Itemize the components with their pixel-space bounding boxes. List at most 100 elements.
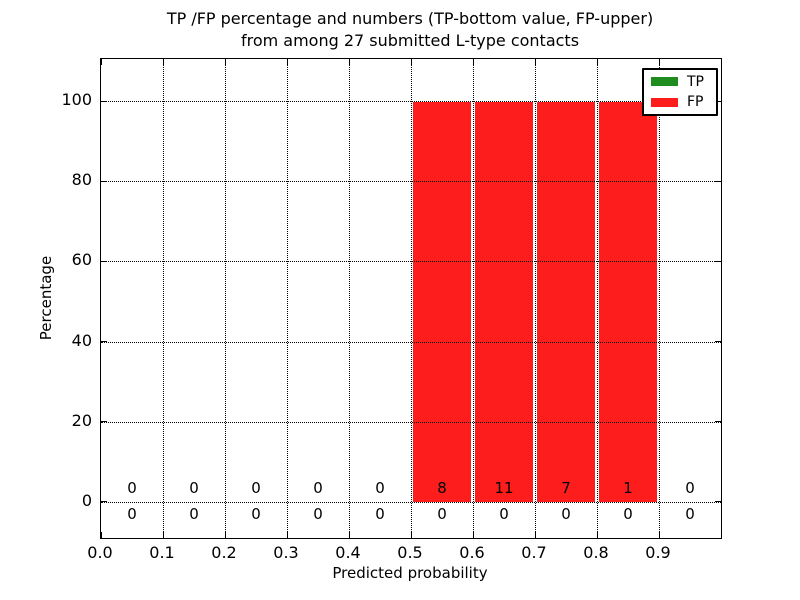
- count-label-tp: 0: [313, 504, 323, 523]
- plot-area: TP FP 0 0 0 0 0 0 0 0 0 0 0 0 0 0 0 8 11 7 1 0: [100, 58, 722, 539]
- x-tick-label: 0.1: [149, 543, 175, 562]
- x-tick-mark: [348, 59, 350, 65]
- gridline-x: [658, 59, 660, 538]
- legend-item-tp: TP: [644, 73, 716, 91]
- count-label-tp: 0: [437, 504, 447, 523]
- y-tick-mark: [715, 501, 721, 503]
- x-tick-mark: [162, 59, 164, 65]
- gridline-y: [101, 421, 721, 423]
- x-tick-mark: [100, 532, 102, 538]
- count-label-fp: 0: [127, 478, 137, 497]
- gridline-x: [348, 59, 350, 538]
- y-tick-mark: [101, 180, 107, 182]
- x-tick-label: 0.0: [87, 543, 113, 562]
- y-tick-mark: [101, 501, 107, 503]
- tp-swatch-icon: [651, 77, 678, 87]
- x-tick-label: 0.5: [397, 543, 423, 562]
- count-label-fp: 11: [494, 478, 514, 497]
- gridline-y: [101, 181, 721, 183]
- x-tick-mark: [596, 532, 598, 538]
- gridline-x: [410, 59, 412, 538]
- gridline-x: [162, 59, 164, 538]
- legend-label-tp: TP: [687, 73, 704, 90]
- x-tick-mark: [596, 59, 598, 65]
- fp-bar: [473, 101, 535, 502]
- x-axis-label: Predicted probability: [332, 564, 488, 582]
- y-tick-mark: [715, 421, 721, 423]
- x-tick-mark: [286, 532, 288, 538]
- count-label-tp: 0: [623, 504, 633, 523]
- legend-label-fp: FP: [687, 94, 704, 111]
- x-tick-label: 0.9: [645, 543, 671, 562]
- count-label-tp: 0: [561, 504, 571, 523]
- x-tick-mark: [658, 532, 660, 538]
- gridline-x: [472, 59, 474, 538]
- y-tick-label: 20: [71, 410, 92, 430]
- y-tick-mark: [715, 341, 721, 343]
- x-tick-mark: [348, 532, 350, 538]
- y-tick-mark: [101, 260, 107, 262]
- y-tick-label: 60: [71, 250, 92, 270]
- fp-bar: [597, 101, 659, 502]
- y-tick-label: 0: [81, 490, 92, 510]
- x-tick-label: 0.6: [459, 543, 485, 562]
- y-tick-mark: [715, 260, 721, 262]
- gridline-y: [101, 501, 721, 503]
- y-tick-mark: [101, 421, 107, 423]
- fp-bar: [535, 101, 597, 502]
- fp-swatch-icon: [651, 97, 678, 107]
- x-tick-mark: [224, 59, 226, 65]
- x-tick-mark: [100, 59, 102, 65]
- chart-title-line1: TP /FP percentage and numbers (TP-bottom…: [166, 9, 654, 28]
- y-axis-label: Percentage: [37, 255, 55, 341]
- count-label-fp: 0: [313, 478, 323, 497]
- gridline-x: [596, 59, 598, 538]
- x-tick-mark: [472, 532, 474, 538]
- count-label-fp: 0: [685, 478, 695, 497]
- x-tick-mark: [534, 532, 536, 538]
- y-tick-mark: [715, 180, 721, 182]
- count-label-fp: 0: [251, 478, 261, 497]
- y-tick-label: 40: [71, 330, 92, 350]
- count-label-tp: 0: [189, 504, 199, 523]
- gridline-y: [101, 341, 721, 343]
- gridline-x: [224, 59, 226, 538]
- gridline-x: [534, 59, 536, 538]
- count-label-fp: 0: [189, 478, 199, 497]
- x-tick-mark: [658, 59, 660, 65]
- gridline-y: [101, 261, 721, 263]
- gridline-x: [286, 59, 288, 538]
- y-tick-mark: [101, 341, 107, 343]
- legend: TP FP: [642, 68, 718, 116]
- x-tick-label: 0.3: [273, 543, 299, 562]
- x-tick-mark: [410, 532, 412, 538]
- x-tick-mark: [224, 532, 226, 538]
- fp-bar: [411, 101, 473, 502]
- count-label-fp: 1: [623, 478, 633, 497]
- x-tick-mark: [286, 59, 288, 65]
- count-label-fp: 0: [375, 478, 385, 497]
- count-label-tp: 0: [127, 504, 137, 523]
- count-label-tp: 0: [685, 504, 695, 523]
- legend-item-fp: FP: [644, 93, 716, 111]
- x-tick-mark: [410, 59, 412, 65]
- chart-title: TP /FP percentage and numbers (TP-bottom…: [100, 8, 720, 52]
- count-label-tp: 0: [251, 504, 261, 523]
- y-tick-label: 100: [61, 90, 92, 110]
- gridline-y: [101, 101, 721, 103]
- count-label-fp: 7: [561, 478, 571, 497]
- chart-title-line2: from among 27 submitted L-type contacts: [240, 31, 580, 50]
- count-label-fp: 8: [437, 478, 447, 497]
- count-label-tp: 0: [499, 504, 509, 523]
- x-tick-label: 0.7: [521, 543, 547, 562]
- x-tick-label: 0.4: [335, 543, 361, 562]
- x-tick-mark: [162, 532, 164, 538]
- y-tick-mark: [715, 100, 721, 102]
- y-tick-mark: [101, 100, 107, 102]
- count-label-tp: 0: [375, 504, 385, 523]
- x-tick-label: 0.2: [211, 543, 237, 562]
- x-tick-mark: [472, 59, 474, 65]
- x-tick-mark: [534, 59, 536, 65]
- x-tick-label: 0.8: [583, 543, 609, 562]
